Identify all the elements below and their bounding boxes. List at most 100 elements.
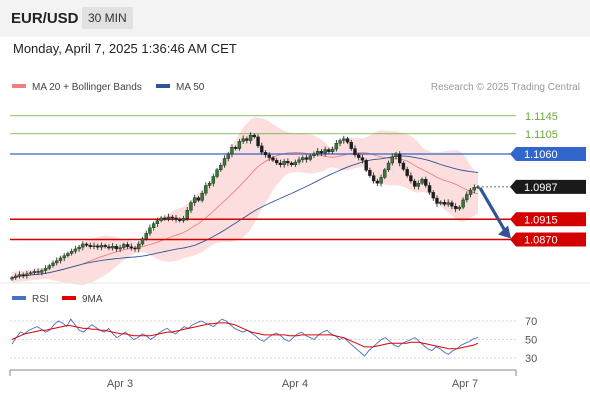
candle <box>181 218 186 221</box>
level-label: 1.1145 <box>525 111 558 123</box>
current-price-tag <box>510 179 586 194</box>
candle <box>47 265 51 269</box>
candle <box>420 178 424 184</box>
candle <box>360 157 365 161</box>
candle <box>435 197 439 204</box>
candle <box>69 250 74 254</box>
candle <box>323 149 327 154</box>
forecast-arrow <box>478 187 508 234</box>
x-tick-label: Apr 7 <box>452 378 478 390</box>
candle <box>364 160 368 171</box>
candle <box>118 247 122 250</box>
candle <box>88 245 92 247</box>
candle <box>409 175 413 182</box>
candle <box>66 253 70 256</box>
legend-label: MA 20 + Bollinger Bands <box>32 82 142 93</box>
candle <box>28 272 33 274</box>
level-label: 1.0915 <box>524 214 558 226</box>
candle <box>204 185 208 194</box>
candle <box>465 194 469 201</box>
candle <box>163 217 167 220</box>
candle <box>137 243 141 250</box>
candle <box>383 169 387 178</box>
candle <box>468 189 473 195</box>
candle <box>55 260 59 264</box>
legend-label: 9MA <box>82 294 103 305</box>
candle <box>330 148 335 152</box>
candle <box>245 138 249 141</box>
candle <box>315 151 320 155</box>
candle <box>442 201 447 205</box>
candle <box>215 169 219 177</box>
candle <box>416 183 421 187</box>
level-label: 1.1060 <box>524 149 558 161</box>
candle <box>353 148 357 156</box>
candle <box>412 180 417 187</box>
candle <box>99 245 104 248</box>
candle <box>189 202 193 211</box>
candle <box>233 147 238 149</box>
candle <box>312 153 316 156</box>
candle <box>125 244 130 247</box>
candle <box>278 162 283 165</box>
level-tag <box>510 212 586 227</box>
timeframe-badge[interactable]: 30 MIN <box>82 7 133 29</box>
candle <box>401 162 406 170</box>
x-tick-label: Apr 3 <box>107 378 133 390</box>
candle <box>148 227 152 234</box>
credit-text: Research © 2025 Trading Central <box>431 82 580 93</box>
candle <box>159 217 163 221</box>
bollinger-band <box>12 117 478 286</box>
candle <box>25 273 29 276</box>
candle <box>349 142 353 149</box>
candle <box>289 162 294 165</box>
candle <box>92 245 96 248</box>
candle <box>230 147 234 155</box>
candle <box>166 216 171 219</box>
candle <box>241 138 245 142</box>
rsi-tick-label: 50 <box>525 335 537 347</box>
rsi-ma9-line <box>11 322 479 350</box>
candle <box>424 178 428 186</box>
candle <box>51 262 55 266</box>
level-label: 1.0870 <box>524 235 558 247</box>
candle <box>301 157 305 161</box>
candle <box>476 186 480 189</box>
candle <box>293 161 298 166</box>
candle <box>461 199 465 208</box>
candle <box>73 248 78 252</box>
candle <box>398 153 402 164</box>
legend-swatch <box>12 296 26 300</box>
candle <box>81 243 85 248</box>
candle <box>103 245 107 247</box>
candle <box>375 180 380 184</box>
candle <box>263 151 268 156</box>
rsi-tick-label: 30 <box>525 353 537 365</box>
candle <box>431 192 435 199</box>
candle <box>110 246 115 249</box>
candle <box>133 247 137 250</box>
candle <box>357 154 361 158</box>
candle <box>62 255 66 259</box>
candle <box>196 197 201 201</box>
candle <box>405 169 409 176</box>
candle <box>43 268 48 271</box>
currency-pair: EUR/USD <box>11 10 79 27</box>
candle <box>32 271 37 274</box>
candle <box>439 201 443 204</box>
candle <box>21 274 25 276</box>
candle <box>427 185 432 193</box>
candle <box>252 134 257 138</box>
candle <box>219 165 223 170</box>
forecast-arrow-head <box>498 225 511 239</box>
candle <box>226 153 230 159</box>
candle <box>368 169 372 176</box>
candle <box>282 160 286 165</box>
candle <box>256 136 260 147</box>
candle <box>267 154 271 158</box>
candle <box>96 245 100 248</box>
candle <box>178 219 182 221</box>
candle <box>192 197 197 203</box>
candle <box>379 177 383 184</box>
